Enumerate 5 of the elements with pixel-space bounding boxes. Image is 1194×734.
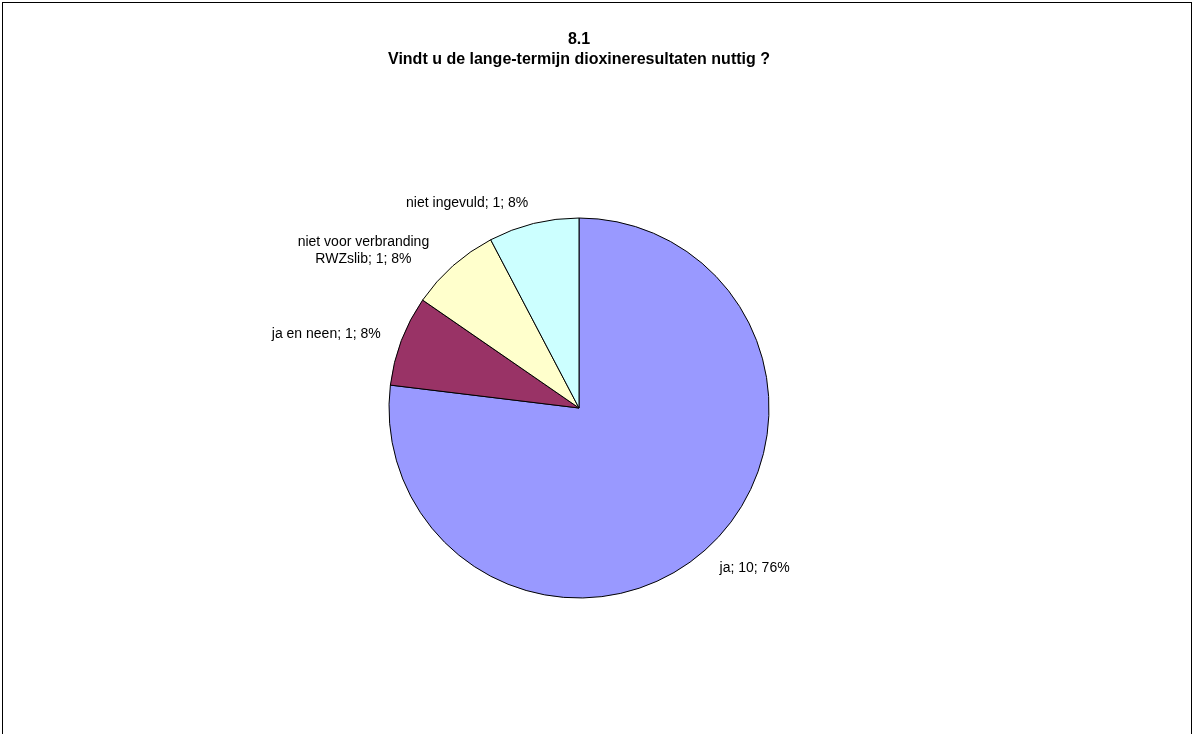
slice-label: ja en neen; 1; 8% [270,324,381,341]
chart-title: 8.1 Vindt u de lange-termijn dioxineresultaten nuttig ? [388,30,770,67]
slice-label: niet voor verbranding RWZslib; 1; 8% [297,232,430,266]
slice-label: niet ingevuld; 1; 8% [406,194,529,211]
slice-label: ja; 10; 76% [718,558,790,575]
